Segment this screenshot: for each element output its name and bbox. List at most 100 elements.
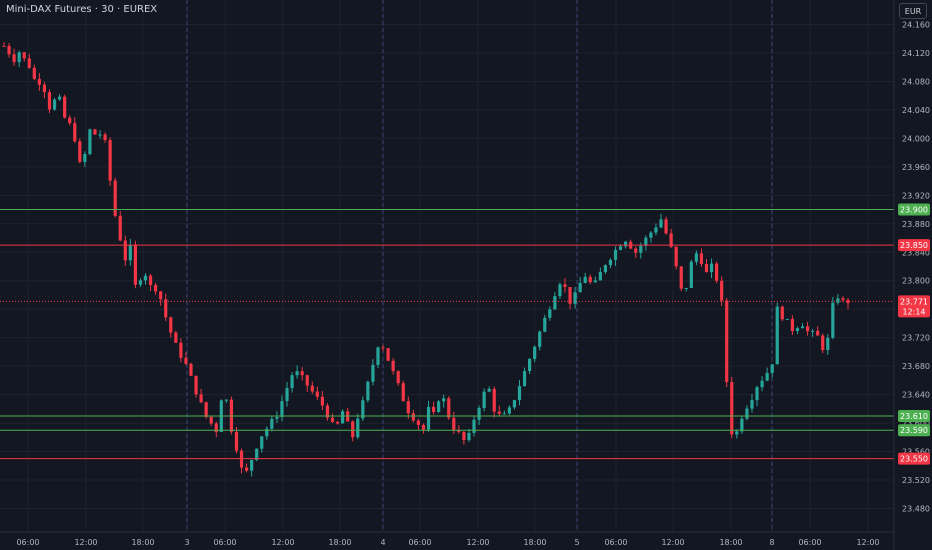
candle[interactable] <box>593 276 597 284</box>
candle[interactable] <box>462 431 466 445</box>
candle[interactable] <box>57 93 62 102</box>
candle[interactable] <box>442 394 446 408</box>
candle[interactable] <box>63 94 67 119</box>
candle[interactable] <box>512 399 517 410</box>
candle[interactable] <box>47 89 52 114</box>
candle[interactable] <box>280 395 284 422</box>
candle[interactable] <box>376 346 380 368</box>
candle[interactable] <box>224 399 228 403</box>
candle[interactable] <box>760 376 764 392</box>
candle[interactable] <box>27 54 31 69</box>
candle[interactable] <box>270 415 274 432</box>
candle[interactable] <box>563 278 567 293</box>
candle[interactable] <box>244 463 249 473</box>
candle[interactable] <box>356 413 360 440</box>
candle[interactable] <box>770 364 774 378</box>
candle[interactable] <box>603 264 608 275</box>
candle[interactable] <box>674 246 678 270</box>
candle[interactable] <box>720 276 724 307</box>
candle[interactable] <box>765 367 769 382</box>
candle[interactable] <box>234 426 239 454</box>
candle[interactable] <box>654 223 658 236</box>
candle[interactable] <box>164 293 168 322</box>
candle[interactable] <box>684 287 688 292</box>
candle[interactable] <box>37 72 41 91</box>
candle[interactable] <box>755 385 759 407</box>
candle[interactable] <box>138 278 143 287</box>
candle[interactable] <box>214 421 218 438</box>
candle[interactable] <box>482 388 486 412</box>
candle[interactable] <box>128 238 132 266</box>
candle[interactable] <box>391 357 395 375</box>
candle[interactable] <box>568 286 572 310</box>
candle[interactable] <box>310 381 314 395</box>
candle[interactable] <box>790 315 795 335</box>
horizontal-levels[interactable] <box>0 209 894 460</box>
candle[interactable] <box>497 405 501 417</box>
time-axis[interactable]: 06:00 12:00 18:00 3 06:00 12:00 18:00 4 06:00 12:… <box>16 538 879 547</box>
candle[interactable] <box>644 235 648 251</box>
candle[interactable] <box>492 386 496 418</box>
candle[interactable] <box>588 274 592 285</box>
candle[interactable] <box>558 282 562 299</box>
candle[interactable] <box>517 379 522 406</box>
candle[interactable] <box>199 388 203 404</box>
candle[interactable] <box>118 211 122 242</box>
candle[interactable] <box>709 258 714 279</box>
candle[interactable] <box>624 240 628 249</box>
candle[interactable] <box>659 213 663 229</box>
candle[interactable] <box>472 416 476 437</box>
price-axis[interactable]: 24.160 24.120 24.080 24.040 24.000 23.960 23.9… <box>902 21 930 514</box>
candle[interactable] <box>406 396 410 419</box>
candle[interactable] <box>553 292 557 310</box>
candle[interactable] <box>598 267 602 281</box>
candle[interactable] <box>381 344 385 352</box>
candle[interactable] <box>740 415 744 434</box>
candle[interactable] <box>260 436 264 453</box>
candle[interactable] <box>750 393 754 413</box>
candle[interactable] <box>103 132 107 143</box>
candle[interactable] <box>335 420 340 425</box>
candle[interactable] <box>821 333 825 354</box>
candle[interactable] <box>694 250 698 266</box>
candle[interactable] <box>467 428 471 443</box>
candle[interactable] <box>265 426 269 440</box>
candle[interactable] <box>538 330 542 351</box>
candle[interactable] <box>401 380 405 402</box>
candle[interactable] <box>841 296 845 303</box>
candle[interactable] <box>83 151 87 167</box>
candle[interactable] <box>522 367 527 387</box>
candle[interactable] <box>366 380 370 403</box>
candle[interactable] <box>22 51 26 62</box>
candle[interactable] <box>608 258 613 269</box>
candles[interactable] <box>2 42 850 477</box>
candle[interactable] <box>255 448 259 462</box>
candle[interactable] <box>179 338 183 363</box>
candle[interactable] <box>73 117 77 143</box>
candle[interactable] <box>12 48 16 66</box>
candle[interactable] <box>113 177 117 218</box>
candle[interactable] <box>351 420 355 442</box>
candle[interactable] <box>250 459 254 477</box>
candle[interactable] <box>846 297 850 310</box>
candle[interactable] <box>52 97 57 111</box>
candle[interactable] <box>386 347 390 362</box>
candle[interactable] <box>416 419 421 430</box>
candle[interactable] <box>613 246 618 266</box>
candle[interactable] <box>548 306 552 321</box>
candle[interactable] <box>775 302 779 365</box>
candle[interactable] <box>2 42 6 47</box>
candle[interactable] <box>78 138 82 164</box>
candle[interactable] <box>159 290 163 306</box>
candle[interactable] <box>816 326 820 336</box>
candle[interactable] <box>290 372 294 393</box>
candle[interactable] <box>800 323 805 329</box>
candle[interactable] <box>154 282 158 296</box>
candle[interactable] <box>785 318 789 320</box>
candle[interactable] <box>169 316 173 338</box>
candle[interactable] <box>17 50 21 68</box>
candle[interactable] <box>431 401 436 415</box>
candle[interactable] <box>184 352 188 366</box>
candle[interactable] <box>133 240 138 289</box>
